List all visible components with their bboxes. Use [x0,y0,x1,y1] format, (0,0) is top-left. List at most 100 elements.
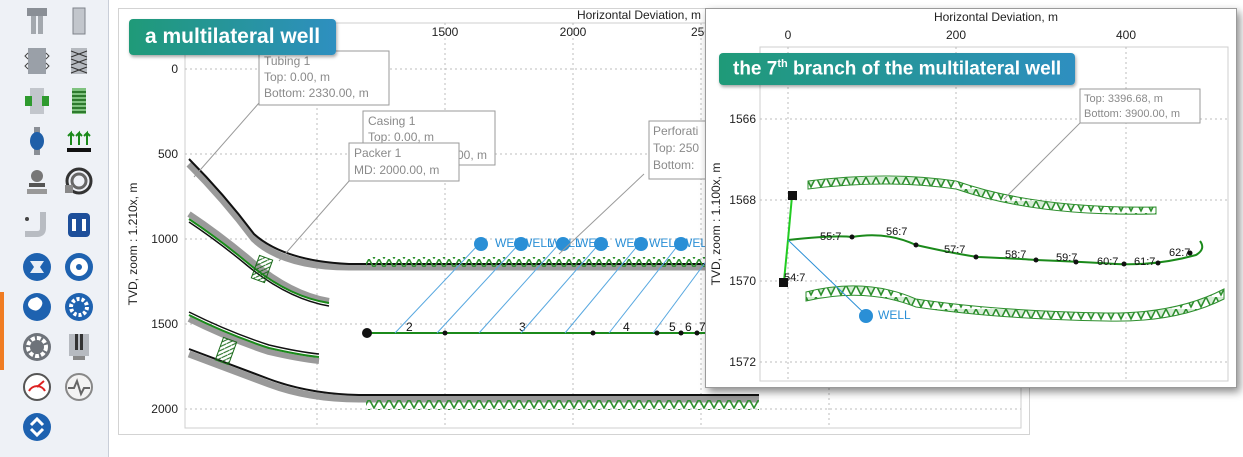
well-label: WELL [649,236,682,250]
tubing-callout[interactable]: Tubing 1 Top: 0.00, m Bottom: 2330.00, m [258,50,390,106]
inset-node [1033,257,1039,263]
turbine-icon[interactable] [62,290,96,324]
branch-node [694,330,700,336]
elbow-icon[interactable] [20,208,54,242]
inset-banner-suffix: branch of the multilateral well [787,58,1062,80]
inset-node [973,254,979,260]
inset-endpoint-top [788,191,797,200]
inset-node [913,242,919,248]
inset-node-label: 58:7 [1005,249,1026,261]
expand-icon[interactable] [20,410,54,444]
packer-callout[interactable]: Packer 1 MD: 2000.00, m [348,142,460,182]
y-tick: 500 [158,147,178,161]
callout-title: Packer 1 [354,146,402,160]
branch-node-label: 6 [685,320,692,334]
callout-top: Top: 0.00, m [368,130,434,144]
inset-endpoint-bottom [779,278,788,287]
y-tick: 1000 [151,232,178,246]
radial-fan-icon[interactable] [20,330,54,364]
tool-palette [0,0,109,457]
perforation-callout-leader [558,173,645,255]
casing-icon[interactable] [20,44,54,78]
callout-title: Casing 1 [368,114,416,128]
inset-callout-leader [1003,116,1087,200]
callout-bottom: Bottom: [653,158,694,172]
tubing-hanger-icon[interactable] [20,4,54,38]
spool-icon[interactable] [62,164,96,198]
pulse-icon[interactable] [62,370,96,404]
inset-node-label: 57:7 [944,244,965,256]
branch-node [442,330,448,336]
inset-banner-sup: th [777,58,788,70]
tubing-icon[interactable] [62,4,96,38]
branch-node [678,330,684,336]
inset-y-axis-title: TVD, zoom : 1.100x, m [709,163,723,286]
upper-branch-casing [187,211,330,304]
inset-well-label: WELL [878,308,911,322]
packer-icon[interactable] [20,84,54,118]
inset-y-tick: 1570 [729,274,756,288]
branch-node-label: 2 [406,320,413,334]
valve-icon[interactable] [20,124,54,158]
x-tick: 1500 [432,25,459,39]
inset-callout-bottom: Bottom: 3900.00, m [1084,108,1180,120]
perforation-icon[interactable] [62,124,96,158]
x-axis-title: Horizontal Deviation, m [577,9,701,22]
inset-node-label: 62:7 [1169,247,1190,259]
callout-bottom: Bottom: 2330.00, m [264,86,369,100]
selection-indicator [0,292,4,370]
inset-node [849,234,855,240]
inset-node-label: 59:7 [1056,252,1077,264]
screen-icon[interactable] [62,44,96,78]
fan-icon[interactable] [62,250,96,284]
branch-start-node [362,328,372,338]
inset-node [1155,260,1161,266]
inset-lower-screen [805,285,1225,322]
lower-branch-pipe [188,314,320,358]
inset-node [1073,259,1079,265]
inset-x-axis-title: Horizontal Deviation, m [934,10,1058,24]
inset-callout[interactable]: Top: 3396.68, m Bottom: 3900.00, m [1079,88,1201,124]
impeller-icon[interactable] [20,290,54,324]
drum-icon[interactable] [62,208,96,242]
callout-title: Perforati [653,124,698,138]
main-banner: a multilateral well [129,19,337,55]
pump-icon[interactable] [20,164,54,198]
inset-x-tick: 0 [785,28,792,42]
callout-md: MD: 2000.00, m [354,163,439,177]
branch-node-label: 3 [519,320,526,334]
well-label: WELL [577,236,610,250]
inset-node-label: 60:7 [1097,256,1118,268]
inset-y-tick: 1572 [729,355,756,369]
upper-screen [366,257,759,267]
x-tick: 2000 [560,25,587,39]
inset-node [1121,261,1127,267]
piston-icon[interactable] [62,330,96,364]
branch-node-label: 5 [669,320,676,334]
well-marker [594,237,608,251]
inset-tie-up [787,195,793,241]
well-label: WELL [521,236,554,250]
inset-x-tick: 200 [946,28,966,42]
tubing-callout-leader [193,102,260,178]
well-marker [474,237,488,251]
upper-casing [186,161,759,271]
lower-screen [366,400,759,410]
branch-inset: Horizontal Deviation, m 0 200 400 1566 1… [705,8,1237,388]
branch-node [654,330,660,336]
coil-icon[interactable] [62,84,96,118]
callout-bottom: 00, m [457,148,487,162]
packer-upper [250,254,274,284]
well-marker [634,237,648,251]
packer-lower [214,336,238,366]
inset-well-marker [859,309,873,323]
lower-tubing [188,348,759,396]
lower-branch-casing [187,316,320,364]
gauge-icon[interactable] [20,370,54,404]
inset-node [1187,250,1193,256]
inset-y-tick: 1566 [729,112,756,126]
callout-title: Tubing 1 [264,54,311,68]
pump-station-icon[interactable] [20,250,54,284]
inset-tie-down [783,239,789,282]
inset-y-tick: 1568 [729,193,756,207]
